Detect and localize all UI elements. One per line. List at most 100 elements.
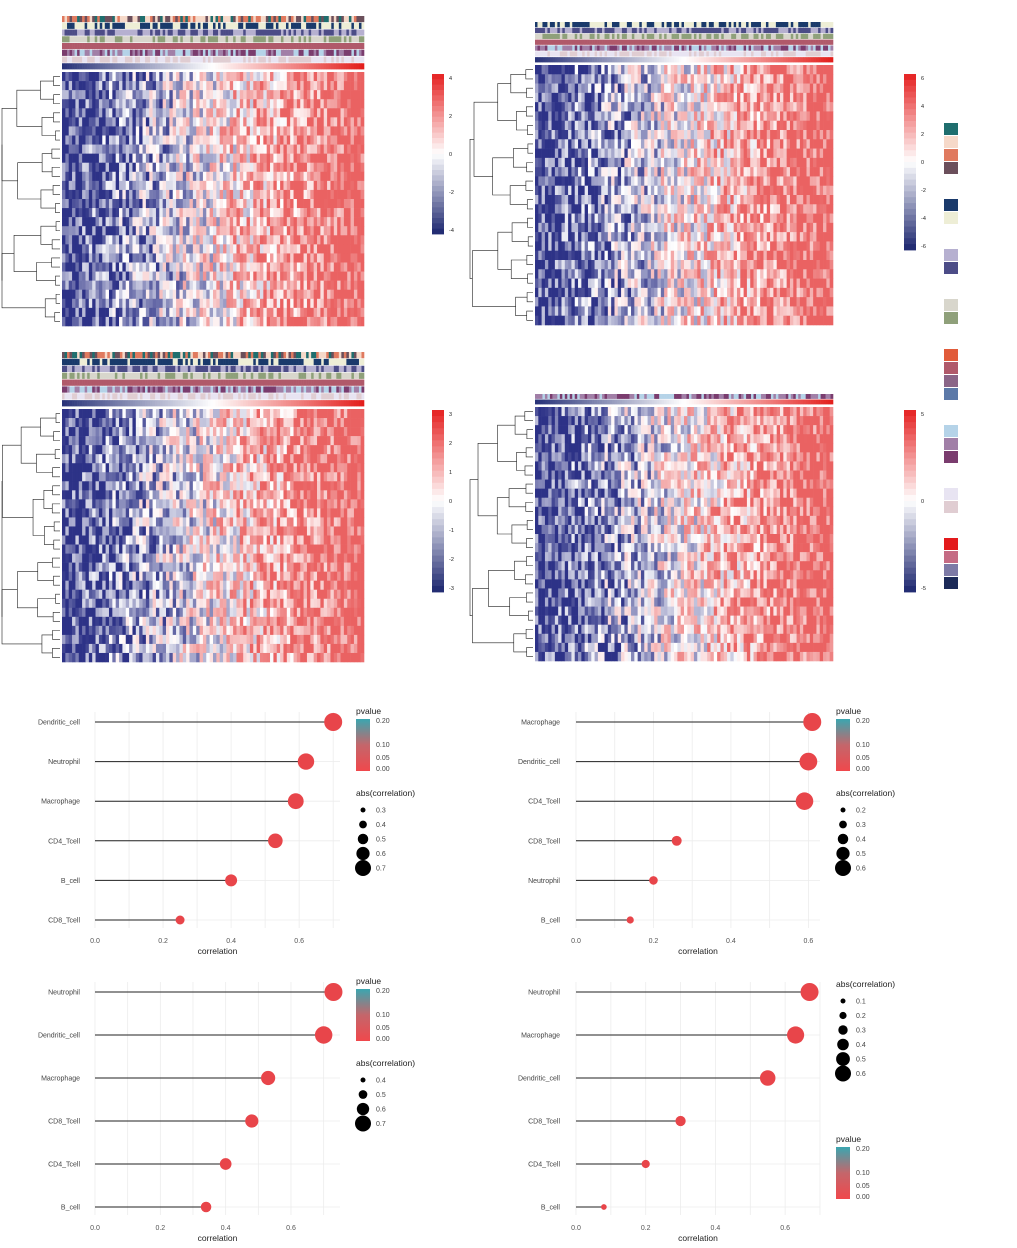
annotation-bar-cd74	[62, 63, 365, 70]
lollipop-point	[601, 1204, 607, 1210]
size-legend-dot	[360, 807, 366, 813]
size-legend-label: 0.5	[856, 1057, 866, 1064]
size-legend-label: 0.4	[376, 822, 386, 829]
category-label: B_cell	[61, 1205, 81, 1212]
scale-tick: -4	[449, 228, 454, 234]
lollipop-point	[219, 1158, 232, 1170]
x-tick-label: 0.6	[294, 938, 304, 945]
legend-swatch	[944, 162, 958, 174]
annotation-bar-grade	[535, 45, 834, 51]
heatmap-cells	[535, 407, 834, 662]
category-label: Dendritic_cell	[518, 759, 560, 766]
legend-swatch	[944, 312, 958, 324]
category-label: Neutrophil	[48, 990, 80, 997]
size-legend-label: 0.5	[856, 851, 866, 858]
size-legend-dot	[356, 846, 370, 861]
scale-tick: -6	[921, 244, 926, 250]
size-legend-label: 0.7	[376, 1121, 386, 1128]
size-legend-dot	[355, 860, 371, 876]
annotation-bar-grade	[62, 386, 365, 393]
size-legend-dot	[836, 846, 850, 861]
legend-swatch	[944, 375, 958, 387]
category-label: Dendritic_cell	[38, 720, 80, 727]
legend-swatch	[944, 123, 958, 135]
category-label: Macrophage	[521, 720, 560, 727]
size-legend-dot	[837, 833, 849, 845]
category-label: CD4_Tcell	[528, 1162, 560, 1169]
pvalue-tick: 0.10	[376, 742, 390, 749]
pvalue-colorbar	[356, 989, 370, 1041]
legend-swatch	[944, 349, 958, 361]
scale-tick: 2	[921, 132, 924, 138]
annotation-bar-mgmt	[62, 22, 365, 29]
lollipop-point	[261, 1070, 276, 1086]
size-legend-label: 0.6	[856, 866, 866, 873]
size-legend-label: 0.2	[856, 1013, 866, 1020]
annotation-bar-gender	[62, 393, 365, 400]
annotation-bar-cd74	[535, 57, 834, 63]
size-legend-label: 0.4	[856, 1042, 866, 1049]
lollipop-point	[297, 753, 315, 770]
x-tick-label: 0.6	[780, 1225, 790, 1232]
x-tick-label: 0.0	[90, 938, 100, 945]
scale-tick: 2	[449, 441, 452, 447]
scale-tick: -2	[449, 190, 454, 196]
pvalue-colorbar	[356, 719, 370, 771]
category-label: Dendritic_cell	[518, 1076, 560, 1083]
size-legend-label: 0.6	[376, 1107, 386, 1114]
lollipop-point	[759, 1070, 776, 1086]
lollipop-point	[245, 1114, 259, 1128]
lollipop-point	[175, 915, 185, 925]
legend-swatch	[944, 425, 958, 437]
scale-tick: 0	[921, 499, 924, 505]
heatmap-color-scale: 3 2 1 0 -1 -2 -3	[432, 410, 454, 593]
annotation-bar-grade	[535, 394, 834, 399]
pvalue-tick: 0.05	[856, 755, 870, 762]
size-legend-dot	[839, 1011, 847, 1020]
size-legend-label: 0.2	[856, 808, 866, 815]
legend-swatch	[944, 438, 958, 450]
size-legend-dot	[840, 998, 846, 1004]
category-label: CD4_Tcell	[48, 838, 80, 845]
pvalue-colorbar	[836, 719, 850, 771]
size-legend-label: 0.5	[376, 837, 386, 844]
x-tick-label: 0.4	[221, 1225, 231, 1232]
pvalue-tick: 0.00	[376, 1036, 390, 1043]
size-legend-label: 0.7	[376, 866, 386, 873]
category-label: B_cell	[541, 918, 561, 925]
size-legend-title: abs(correlation)	[356, 788, 415, 798]
annotation-bar-grade	[62, 49, 365, 56]
heatmap-color-scale: 5 0 -5	[904, 410, 926, 593]
legend-swatch	[944, 564, 958, 576]
scale-tick: -2	[921, 188, 926, 194]
x-tick-label: 0.4	[711, 1225, 721, 1232]
size-legend-dot	[359, 820, 367, 829]
x-tick-label: 0.2	[641, 1225, 651, 1232]
lollipop-point	[671, 835, 682, 846]
scale-tick: -2	[449, 557, 454, 563]
annotation-bar-1p19q	[535, 27, 834, 34]
scale-tick: 0	[449, 499, 452, 505]
size-legend-label: 0.1	[856, 999, 866, 1006]
scale-tick: 4	[921, 104, 924, 110]
legend-swatch	[944, 199, 958, 211]
size-legend-title: abs(correlation)	[836, 788, 895, 798]
annotation-bar-subtype	[62, 16, 365, 23]
size-legend-dot	[355, 1115, 371, 1132]
pvalue-legend-title: pvalue	[356, 706, 381, 716]
legend-swatch	[944, 388, 958, 400]
annotation-bar-age	[535, 39, 834, 45]
size-legend-dot	[356, 1102, 370, 1116]
size-legend-label: 0.3	[856, 822, 866, 829]
scale-tick: -1	[449, 528, 454, 534]
scale-tick: 2	[449, 114, 452, 120]
category-label: B_cell	[541, 1205, 561, 1212]
annotation-bar-1p19q	[62, 29, 365, 36]
lollipop-point	[799, 752, 818, 771]
size-legend-dot	[360, 1077, 366, 1083]
annotation-bar-subtype	[62, 352, 365, 359]
